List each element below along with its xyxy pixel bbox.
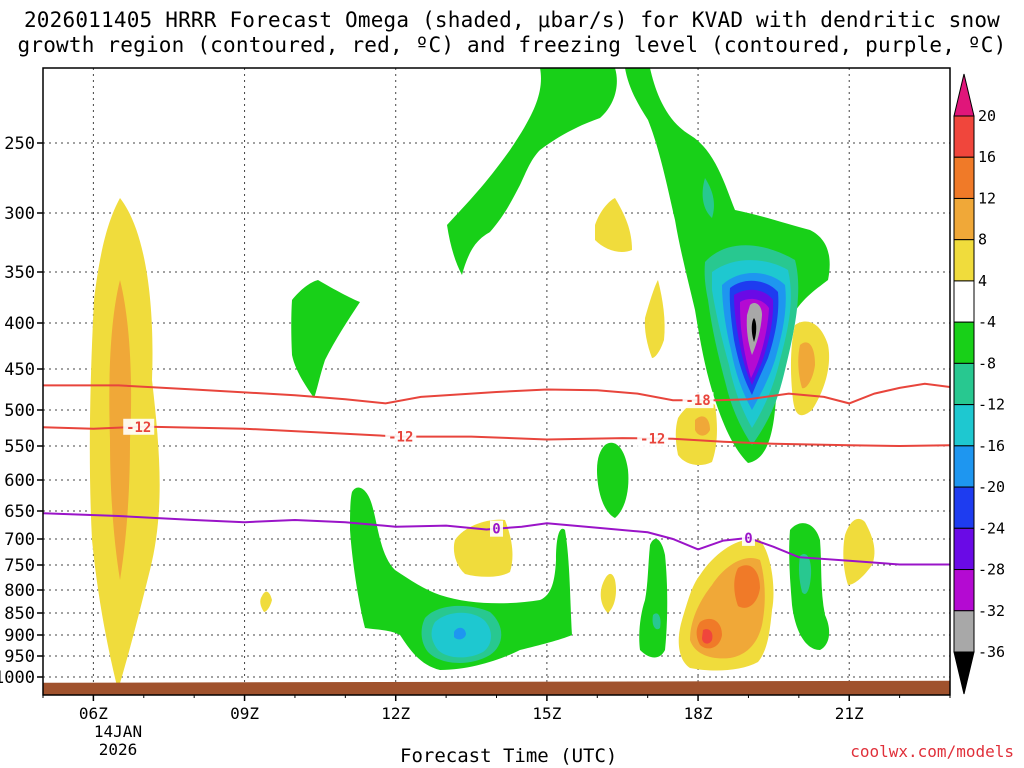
x-tick-label-15Z: 15Z: [532, 704, 561, 723]
colorbar-label-0: 20: [978, 107, 996, 125]
colorbar-label-1: 16: [978, 148, 996, 166]
omega-region-sink-18z-orange: [696, 565, 760, 649]
x-tick-label-18Z: 18Z: [684, 704, 713, 723]
omega-region-sink-17z-upper: [644, 280, 665, 358]
ground-fill: [43, 680, 950, 695]
colorbar-swatch-11: [953, 527, 975, 571]
colorbar-label-2: 12: [978, 189, 996, 207]
colorbar-swatch-5: [953, 280, 975, 323]
y-tick-label-400: 400: [4, 314, 35, 334]
dgz-contour-label--18-0-bg: [682, 392, 714, 409]
omega-region-sink-20z-core: [798, 342, 815, 389]
y-tick-label-300: 300: [4, 204, 35, 224]
axes: 2503003504004505005506006507007508008509…: [0, 134, 951, 723]
omega-region-teal-20z: [798, 554, 812, 595]
colorbar-swatch-10: [953, 486, 975, 529]
omega-region-sink-18z-red: [702, 629, 713, 644]
freezing-level-label-1: 0: [744, 531, 752, 547]
freezing-level-label-0-bg: [490, 520, 503, 537]
colorbar-label-8: -16: [978, 437, 1005, 455]
y-tick-label-650: 650: [4, 502, 35, 522]
chart-title-line-1: 2026011405 HRRR Forecast Omega (shaded, …: [23, 8, 1001, 32]
omega-region-green-low: [350, 487, 572, 670]
y-tick-label-700: 700: [4, 530, 35, 550]
colorbar-swatch-1: [953, 115, 975, 158]
x-tick-label-09Z: 09Z: [230, 704, 259, 723]
omega-region-sink-06z-core: [109, 280, 132, 580]
colorbar-swatch-8: [953, 404, 975, 447]
x-tick-label-06Z: 06Z: [79, 704, 108, 723]
dgz-contour-label--12-0: -12: [126, 420, 151, 436]
y-tick-label-800: 800: [4, 581, 35, 601]
dgz-contour-label--12-2-bg: [637, 430, 669, 447]
omega-region-green-16z: [597, 442, 629, 518]
colorbar: 20 16 12 8 4 -4 -8 -12 -16 -20 -24 -28 -32 -36: [953, 73, 1005, 695]
y-tick-label-350: 350: [4, 263, 35, 283]
x-axis-label: Forecast Time (UTC): [400, 745, 618, 767]
colorbar-swatch-2: [953, 156, 975, 199]
colorbar-label-11: -28: [978, 561, 1005, 579]
chart-title-line-2: growth region (contoured, red, ºC) and f…: [17, 33, 1007, 57]
colorbar-swatch-12: [953, 569, 975, 612]
y-tick-label-550: 550: [4, 437, 35, 457]
colorbar-swatch-3: [953, 197, 975, 241]
colorbar-swatch-4: [953, 239, 975, 282]
colorbar-label-10: -24: [978, 519, 1005, 537]
omega-region-teal-17z: [652, 613, 661, 630]
y-tick-label-850: 850: [4, 604, 35, 624]
y-tick-label-750: 750: [4, 556, 35, 576]
omega-region-sink-16z-upper: [595, 198, 632, 252]
date-day-label: 14JAN: [93, 722, 143, 741]
colorbar-label-7: -12: [978, 396, 1005, 414]
y-tick-label-600: 600: [4, 471, 35, 491]
colorbar-label-4: 4: [978, 272, 987, 290]
omega-shading: [89, 68, 875, 690]
colorbar-swatch-top: [953, 73, 975, 117]
omega-region-black-core: [751, 318, 757, 342]
y-tick-label-1000: 1000: [0, 668, 35, 688]
omega-region-green-upper: [447, 68, 617, 275]
omega-region-blue-low: [454, 627, 466, 640]
dgz-contour--12: [43, 425, 950, 448]
dgz-contour--18: [43, 382, 950, 405]
x-tick-label-12Z: 12Z: [381, 704, 410, 723]
dgz-contour-label--12-1-bg: [385, 428, 417, 445]
y-tick-label-900: 900: [4, 626, 35, 646]
x-tick-label-21Z: 21Z: [835, 704, 864, 723]
colorbar-swatch-6: [953, 321, 975, 364]
colorbar-label-5: -4: [978, 313, 996, 331]
colorbar-swatch-9: [953, 445, 975, 488]
dgz-contour-label--12-2: -12: [640, 432, 665, 448]
colorbar-label-3: 8: [978, 231, 987, 249]
date-year-label: 2026: [98, 740, 138, 759]
omega-region-sink-09z: [260, 591, 272, 612]
y-tick-label-450: 450: [4, 360, 35, 380]
colorbar-swatch-bottom: [953, 651, 975, 695]
omega-region-sink-21z: [843, 518, 875, 585]
omega-region-green-17z: [639, 538, 668, 658]
colorbar-label-9: -20: [978, 478, 1005, 496]
y-tick-label-500: 500: [4, 401, 35, 421]
colorbar-swatch-7: [953, 362, 975, 406]
freezing-level-contour: [43, 512, 950, 566]
freezing-level-label-0: 0: [492, 522, 500, 538]
dgz-contour-label--12-1: -12: [388, 430, 413, 446]
y-tick-label-250: 250: [4, 134, 35, 154]
y-tick-label-950: 950: [4, 647, 35, 667]
dgz-contour-label--18-0: -18: [685, 393, 710, 409]
dgz-contour-label--12-0-bg: [123, 418, 155, 435]
colorbar-label-12: -32: [978, 602, 1005, 620]
credit-text: coolwx.com/models: [850, 742, 1014, 761]
colorbar-label-6: -8: [978, 354, 996, 372]
colorbar-label-13: -36: [978, 643, 1005, 661]
omega-region-green-10z: [291, 280, 360, 398]
colorbar-swatch-13: [953, 610, 975, 653]
omega-region-teal-upper: [702, 178, 714, 218]
freezing-level-label-1-bg: [741, 529, 755, 546]
omega-region-sink-18z-mid-lvl: [675, 399, 717, 466]
omega-region-sink-16z-low: [600, 573, 617, 613]
contour-lines: -18 -12 -12 -12 0 0: [43, 382, 950, 566]
omega-region-sink-18z-mid-core: [695, 416, 710, 436]
